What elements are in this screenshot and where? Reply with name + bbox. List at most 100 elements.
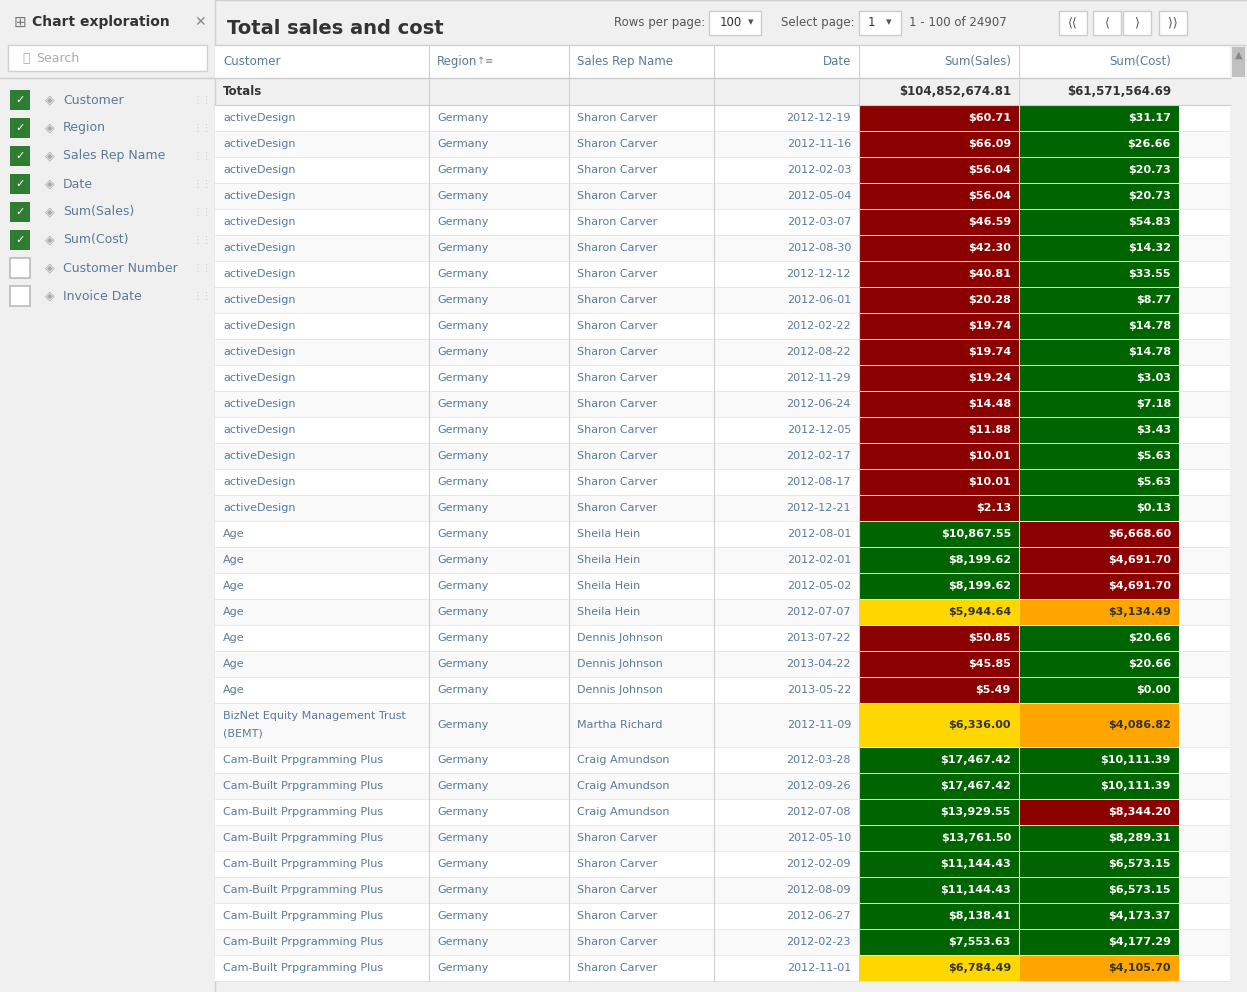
- Bar: [1019, 573, 1178, 598]
- Text: Sheila Hein: Sheila Hein: [577, 581, 640, 591]
- Bar: [214, 599, 1230, 625]
- Bar: [214, 955, 1230, 981]
- Text: $20.66: $20.66: [1127, 659, 1171, 669]
- Bar: [1019, 105, 1178, 131]
- Text: $54.83: $54.83: [1129, 217, 1171, 227]
- Text: $20.28: $20.28: [968, 295, 1011, 305]
- Text: ✓: ✓: [15, 123, 25, 133]
- Text: 2012-02-09: 2012-02-09: [787, 859, 850, 869]
- Text: $10.01: $10.01: [968, 477, 1011, 487]
- Text: Date: Date: [64, 178, 94, 190]
- Text: Germany: Germany: [436, 607, 489, 617]
- Text: 2012-06-24: 2012-06-24: [787, 399, 850, 409]
- Bar: [214, 469, 1230, 495]
- Text: Age: Age: [223, 659, 244, 669]
- Text: Germany: Germany: [436, 963, 489, 973]
- Bar: [859, 626, 1019, 651]
- Bar: [214, 131, 1230, 157]
- Text: $17,467.42: $17,467.42: [940, 755, 1011, 765]
- Text: Germany: Germany: [436, 373, 489, 383]
- Text: Age: Age: [223, 555, 244, 565]
- Text: Age: Age: [223, 529, 244, 539]
- Text: activeDesign: activeDesign: [223, 373, 296, 383]
- Bar: [859, 132, 1019, 157]
- Bar: [859, 158, 1019, 183]
- Bar: [859, 105, 1019, 131]
- Text: Germany: Germany: [436, 685, 489, 695]
- Text: 2012-11-09: 2012-11-09: [787, 720, 850, 730]
- Text: $61,571,564.69: $61,571,564.69: [1067, 85, 1171, 98]
- Text: Cam-Built Prpgramming Plus: Cam-Built Prpgramming Plus: [223, 755, 383, 765]
- Bar: [1019, 703, 1178, 747]
- Text: Sharon Carver: Sharon Carver: [577, 885, 657, 895]
- Bar: [859, 825, 1019, 850]
- Text: 2012-02-01: 2012-02-01: [787, 555, 850, 565]
- Text: ⋮⋮: ⋮⋮: [192, 151, 212, 161]
- Bar: [1019, 626, 1178, 651]
- Text: Age: Age: [223, 633, 244, 643]
- Text: $66.09: $66.09: [968, 139, 1011, 149]
- Text: 2012-02-17: 2012-02-17: [787, 451, 850, 461]
- Text: Sheila Hein: Sheila Hein: [577, 607, 640, 617]
- Bar: [214, 773, 1230, 799]
- Text: Germany: Germany: [436, 399, 489, 409]
- Text: Sum(Cost): Sum(Cost): [1109, 55, 1171, 68]
- Text: activeDesign: activeDesign: [223, 399, 296, 409]
- Text: $10,111.39: $10,111.39: [1101, 781, 1171, 791]
- Bar: [10, 118, 30, 138]
- Text: 1: 1: [867, 16, 874, 29]
- Text: Germany: Germany: [436, 165, 489, 175]
- Text: $3,134.49: $3,134.49: [1109, 607, 1171, 617]
- Text: Sum(Sales): Sum(Sales): [64, 205, 135, 218]
- Bar: [214, 417, 1230, 443]
- Bar: [859, 904, 1019, 929]
- Text: $56.04: $56.04: [968, 191, 1011, 201]
- Bar: [1019, 522, 1178, 547]
- Bar: [1019, 955, 1178, 980]
- Text: 1 - 100 of 24907: 1 - 100 of 24907: [909, 16, 1006, 29]
- Text: $4,691.70: $4,691.70: [1109, 581, 1171, 591]
- Text: $2.13: $2.13: [976, 503, 1011, 513]
- Text: Customer: Customer: [64, 93, 123, 106]
- Text: Sharon Carver: Sharon Carver: [577, 425, 657, 435]
- Text: activeDesign: activeDesign: [223, 217, 296, 227]
- Text: ⋮⋮: ⋮⋮: [192, 207, 212, 217]
- Bar: [214, 105, 1230, 131]
- Text: $0.00: $0.00: [1136, 685, 1171, 695]
- Text: Germany: Germany: [436, 633, 489, 643]
- Text: Sharon Carver: Sharon Carver: [577, 165, 657, 175]
- Bar: [859, 774, 1019, 799]
- Text: $4,086.82: $4,086.82: [1109, 720, 1171, 730]
- Bar: [859, 748, 1019, 773]
- Text: Cam-Built Prpgramming Plus: Cam-Built Prpgramming Plus: [223, 807, 383, 817]
- Text: Germany: Germany: [436, 885, 489, 895]
- Bar: [10, 258, 30, 278]
- Text: 2012-07-07: 2012-07-07: [787, 607, 850, 617]
- Bar: [214, 573, 1230, 599]
- Text: Totals: Totals: [223, 85, 262, 98]
- Bar: [859, 930, 1019, 954]
- Bar: [1019, 443, 1178, 468]
- Text: (BEMT): (BEMT): [223, 729, 263, 739]
- Text: 2012-05-04: 2012-05-04: [787, 191, 850, 201]
- Text: $6,573.15: $6,573.15: [1109, 859, 1171, 869]
- Text: Age: Age: [223, 685, 244, 695]
- Text: $14.32: $14.32: [1129, 243, 1171, 253]
- Bar: [214, 313, 1230, 339]
- Bar: [1019, 748, 1178, 773]
- Text: Sheila Hein: Sheila Hein: [577, 555, 640, 565]
- Bar: [1019, 851, 1178, 877]
- Text: ⊞: ⊞: [14, 15, 26, 30]
- Text: 2012-02-22: 2012-02-22: [787, 321, 850, 331]
- Text: Cam-Built Prpgramming Plus: Cam-Built Prpgramming Plus: [223, 833, 383, 843]
- Text: $8.77: $8.77: [1136, 295, 1171, 305]
- Text: ↑≡: ↑≡: [478, 57, 494, 66]
- Bar: [1019, 904, 1178, 929]
- Text: Cam-Built Prpgramming Plus: Cam-Built Prpgramming Plus: [223, 781, 383, 791]
- Text: $33.55: $33.55: [1129, 269, 1171, 279]
- Text: activeDesign: activeDesign: [223, 321, 296, 331]
- Text: $13,929.55: $13,929.55: [940, 807, 1011, 817]
- Text: Germany: Germany: [436, 243, 489, 253]
- Text: ⟩: ⟩: [1135, 16, 1140, 29]
- Text: Sharon Carver: Sharon Carver: [577, 113, 657, 123]
